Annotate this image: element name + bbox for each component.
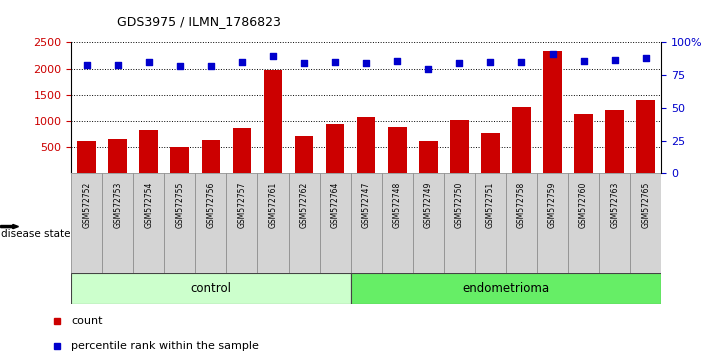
Text: GSM572757: GSM572757	[237, 181, 247, 228]
Point	[205, 63, 217, 69]
Text: GDS3975 / ILMN_1786823: GDS3975 / ILMN_1786823	[117, 15, 281, 28]
Bar	[444, 173, 475, 273]
Bar	[506, 173, 537, 273]
Bar	[419, 141, 437, 173]
Bar	[630, 173, 661, 273]
Point	[422, 66, 434, 72]
Bar	[257, 173, 289, 273]
Point	[143, 59, 154, 65]
Text: GSM572765: GSM572765	[641, 181, 650, 228]
Text: GSM572755: GSM572755	[176, 181, 184, 228]
Point	[547, 51, 558, 57]
Text: count: count	[71, 316, 102, 326]
Point	[578, 58, 589, 64]
Point	[236, 59, 247, 65]
Bar	[574, 114, 593, 173]
Text: GSM572756: GSM572756	[206, 181, 215, 228]
Text: GSM572762: GSM572762	[299, 181, 309, 228]
Text: control: control	[191, 282, 231, 295]
Bar	[226, 173, 257, 273]
Bar	[171, 147, 189, 173]
Bar	[605, 110, 624, 173]
Point	[640, 55, 651, 61]
Text: disease state: disease state	[1, 229, 70, 239]
Bar	[232, 129, 251, 173]
Bar	[382, 173, 413, 273]
Text: GSM572747: GSM572747	[362, 181, 370, 228]
Bar	[295, 136, 314, 173]
Text: GSM572748: GSM572748	[392, 181, 402, 228]
Bar	[133, 173, 164, 273]
Text: GSM572754: GSM572754	[144, 181, 154, 228]
Text: GSM572751: GSM572751	[486, 181, 495, 228]
Bar	[568, 173, 599, 273]
Bar	[71, 273, 351, 304]
Text: GSM572764: GSM572764	[331, 181, 340, 228]
Bar	[543, 51, 562, 173]
Bar	[319, 173, 351, 273]
Bar	[108, 139, 127, 173]
Text: GSM572750: GSM572750	[455, 181, 464, 228]
Text: percentile rank within the sample: percentile rank within the sample	[71, 341, 259, 351]
Bar	[201, 140, 220, 173]
Text: GSM572760: GSM572760	[579, 181, 588, 228]
Point	[174, 63, 186, 69]
Point	[454, 61, 465, 66]
Bar	[357, 117, 375, 173]
Point	[329, 59, 341, 65]
Bar	[413, 173, 444, 273]
Bar	[599, 173, 630, 273]
Bar	[512, 107, 531, 173]
Bar	[71, 173, 102, 273]
Point	[609, 57, 620, 62]
Text: endometrioma: endometrioma	[462, 282, 550, 295]
Bar	[289, 173, 319, 273]
Point	[299, 61, 310, 66]
Bar	[77, 141, 96, 173]
Text: GSM572753: GSM572753	[113, 181, 122, 228]
Bar	[636, 99, 655, 173]
Bar	[388, 127, 407, 173]
Bar	[351, 273, 661, 304]
Text: GSM572752: GSM572752	[82, 181, 91, 228]
Bar	[196, 173, 226, 273]
Bar	[326, 124, 344, 173]
Bar	[264, 70, 282, 173]
Bar	[139, 130, 158, 173]
Bar	[481, 133, 500, 173]
Point	[360, 61, 372, 66]
Text: GSM572761: GSM572761	[269, 181, 277, 228]
Bar	[351, 173, 382, 273]
Point	[112, 62, 124, 68]
Bar	[450, 120, 469, 173]
Point	[515, 59, 527, 65]
Text: GSM572763: GSM572763	[610, 181, 619, 228]
Bar	[164, 173, 196, 273]
Bar	[475, 173, 506, 273]
Point	[81, 62, 92, 68]
Point	[392, 58, 403, 64]
Bar	[102, 173, 133, 273]
Bar	[537, 173, 568, 273]
Text: GSM572749: GSM572749	[424, 181, 433, 228]
Point	[267, 53, 279, 58]
Text: GSM572759: GSM572759	[548, 181, 557, 228]
Point	[485, 59, 496, 65]
Text: GSM572758: GSM572758	[517, 181, 526, 228]
